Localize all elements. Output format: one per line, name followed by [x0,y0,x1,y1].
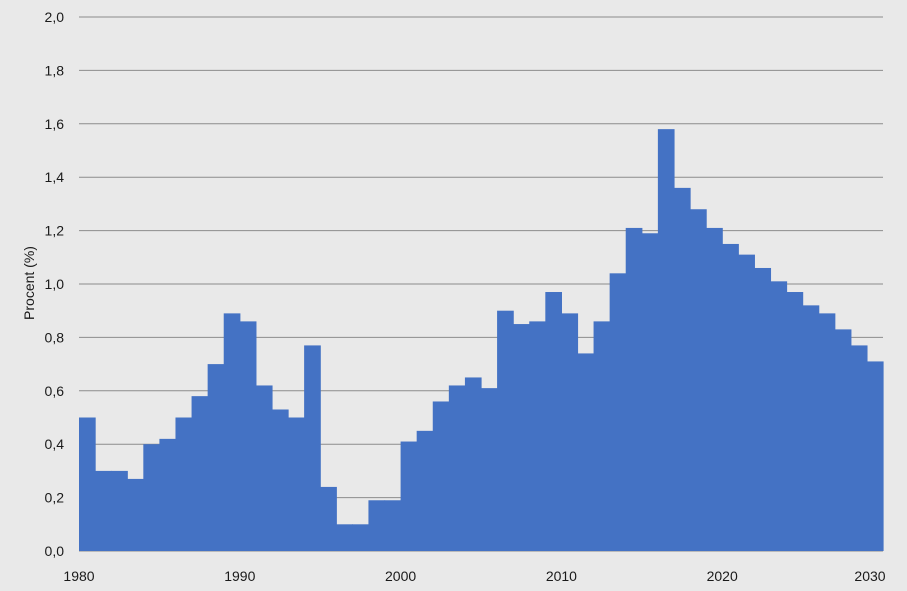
bar-2023 [770,281,788,551]
x-tick-label: 2010 [546,568,577,584]
bar-2000 [400,441,418,551]
bar-2028 [850,345,868,551]
bar-2019 [706,227,723,551]
y-tick-label: 1,8 [45,62,65,78]
bar-2029 [866,361,884,551]
bar-2017 [673,187,691,551]
bar-2011 [577,353,595,551]
bar-1983 [127,478,144,551]
y-tick-label: 2,0 [45,9,65,25]
bar-2022 [754,267,772,551]
bar-2006 [497,310,514,551]
bar-2007 [513,324,530,551]
y-tick-label: 1,4 [45,169,65,185]
y-tick-label: 1,2 [45,223,65,239]
bar-1992 [271,409,289,551]
bar-2009 [545,292,562,551]
bar-2004 [464,377,482,551]
bar-2002 [432,401,450,551]
x-axis-ticks: 1980 1990 2000 2010 2020 2030 [63,568,885,584]
bar-2018 [690,209,707,552]
y-tick-label: 1,6 [45,116,65,132]
bar-1989 [223,313,241,551]
bar-1990 [239,321,257,551]
y-axis-title: Procent (%) [21,246,37,320]
y-tick-label: 0,0 [45,543,65,559]
bar-1988 [207,364,225,551]
bar-1996 [336,524,353,551]
bar-1981 [95,470,112,551]
bar-1997 [352,524,370,551]
x-tick-label: 1980 [63,568,94,584]
bar-1991 [255,385,273,551]
bar-1993 [288,417,305,551]
bar-1985 [159,438,177,551]
bar-2003 [448,385,466,551]
bar-1982 [111,470,128,551]
x-tick-label: 2000 [385,568,416,584]
bar-2013 [609,273,627,551]
y-tick-label: 0,8 [45,329,65,345]
bar-2012 [593,321,611,551]
bar-1984 [143,444,160,551]
bar-1998 [368,500,386,551]
bar-1999 [384,500,402,551]
x-tick-label: 2020 [707,568,738,584]
bar-1986 [175,417,193,551]
y-tick-label: 1,0 [45,276,65,292]
bar-2008 [529,321,546,551]
y-tick-label: 0,2 [45,490,65,506]
bar-2014 [625,227,643,551]
bar-1987 [191,396,209,551]
x-tick-label: 1990 [224,568,255,584]
bar-2001 [416,430,434,551]
bar-2021 [738,254,755,551]
bar-2027 [834,329,852,551]
bar-2026 [818,313,836,551]
y-axis-ticks: 0,0 0,2 0,4 0,6 0,8 1,0 1,2 1,4 1,6 1,8 2,0 [45,9,65,559]
bar-1980 [79,417,96,551]
bar-1994 [304,345,321,551]
bars [79,129,884,552]
y-tick-label: 0,6 [45,383,65,399]
bar-2015 [641,233,659,551]
bar-2025 [802,305,820,551]
x-tick-label: 2030 [854,568,885,584]
bar-1995 [320,486,337,551]
bar-2010 [561,313,579,551]
bar-2016 [657,129,675,551]
y-tick-label: 0,4 [45,436,65,452]
bar-2024 [786,292,804,551]
bar-2020 [722,243,739,551]
bar-2005 [481,388,498,551]
